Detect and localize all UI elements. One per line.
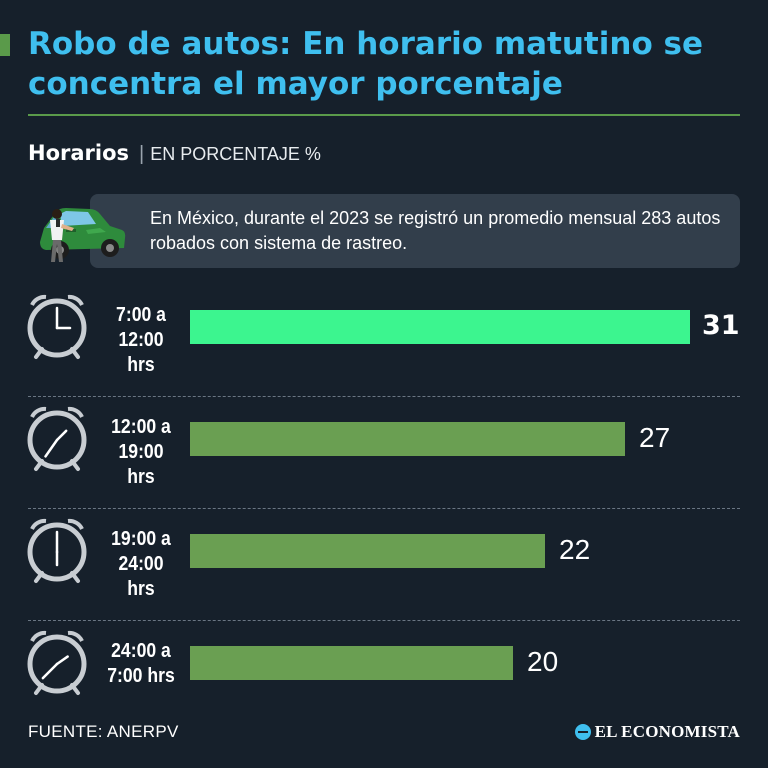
- subtitle-unit: EN PORCENTAJE %: [150, 144, 321, 164]
- category-label: 24:00 a 7:00 hrs: [103, 639, 179, 689]
- chart-subtitle: Horarios | EN PORCENTAJE %: [28, 140, 321, 167]
- clock-icon: [27, 294, 87, 359]
- data-label: 22: [559, 534, 591, 565]
- logo-icon: [574, 724, 591, 740]
- data-label: 20: [527, 646, 559, 677]
- bar: [190, 534, 545, 568]
- row-divider: [28, 620, 740, 621]
- chart-title: Robo de autos: En horario matutino se co…: [28, 26, 704, 102]
- clock-icon: [27, 518, 87, 583]
- car-thief-illustration: [40, 208, 126, 262]
- logo-text: EL ECONOMISTA: [594, 722, 740, 741]
- category-label-line: 24:00 hrs: [118, 553, 164, 600]
- data-label: 27: [639, 422, 671, 453]
- bar: [190, 646, 513, 680]
- note-text: En México, durante el 2023 se registró u…: [150, 208, 721, 253]
- bar: [190, 422, 625, 456]
- category-label-line: 12:00 a: [111, 416, 171, 438]
- clock-icon: [27, 630, 87, 695]
- title-divider: [28, 114, 740, 116]
- category-label: 19:00 a 24:00 hrs: [103, 527, 179, 602]
- publisher-logo: EL ECONOMISTA: [574, 722, 740, 742]
- category-label: 12:00 a 19:00 hrs: [103, 415, 179, 490]
- subtitle-separator: |: [139, 143, 145, 165]
- bar: [190, 310, 690, 344]
- title-accent-bar: [0, 34, 10, 56]
- note-box: En México, durante el 2023 se registró u…: [90, 194, 740, 268]
- category-label-line: 19:00 a: [111, 528, 171, 550]
- bar-row: 12:00 a 19:00 hrs 27: [0, 397, 768, 509]
- category-label-line: 24:00 a: [111, 640, 171, 662]
- category-label-line: 7:00 hrs: [107, 665, 175, 687]
- clock-icon: [27, 406, 87, 471]
- data-label: 31: [702, 310, 740, 341]
- bar-row: 24:00 a 7:00 hrs 20: [0, 621, 768, 733]
- category-label-line: 12:00 hrs: [118, 329, 164, 376]
- subtitle-label: Horarios: [28, 141, 130, 165]
- category-label: 7:00 a 12:00 hrs: [103, 303, 179, 378]
- category-label-line: 7:00 a: [116, 304, 166, 326]
- source-note: FUENTE: ANERPV: [28, 722, 179, 741]
- row-divider: [28, 508, 740, 509]
- row-divider: [28, 396, 740, 397]
- category-label-line: 19:00 hrs: [118, 441, 164, 488]
- bar-row: 19:00 a 24:00 hrs 22: [0, 509, 768, 621]
- bar-row: 7:00 a 12:00 hrs 31: [0, 285, 768, 397]
